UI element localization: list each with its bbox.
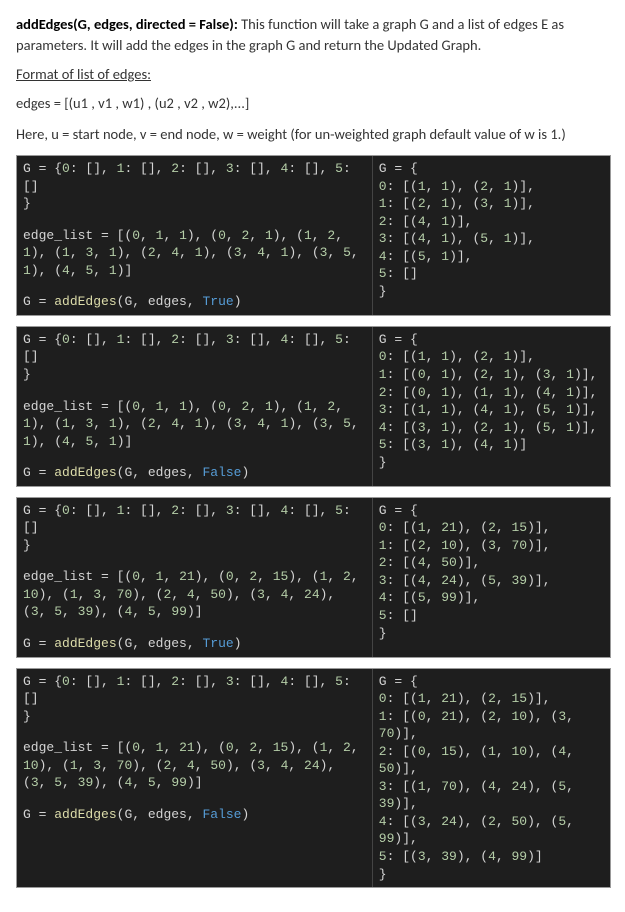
code-call: G = addEdges(G, edges, False) bbox=[17, 796, 372, 828]
code-edge-list: edge_list = [(0, 1, 21), (0, 2, 15), (1,… bbox=[17, 558, 372, 625]
code-edge-list: edge_list = [(0, 1, 21), (0, 2, 15), (1,… bbox=[17, 729, 372, 796]
code-call: G = addEdges(G, edges, True) bbox=[17, 283, 372, 315]
code-g-init: G = {0: [], 1: [], 2: [], 3: [], 4: [], … bbox=[17, 156, 372, 217]
code-call: G = addEdges(G, edges, False) bbox=[17, 454, 372, 486]
function-signature: addEdges(G, edges, directed = False): bbox=[16, 15, 238, 33]
code-call: G = addEdges(G, edges, True) bbox=[17, 625, 372, 657]
code-result: G = { 0: [(1, 21), (2, 15)], 1: [(0, 21)… bbox=[373, 669, 610, 888]
format-heading: Format of list of edges: bbox=[16, 64, 609, 85]
example-block-1: G = {0: [], 1: [], 2: [], 3: [], 4: [], … bbox=[16, 155, 611, 316]
code-g-init: G = {0: [], 1: [], 2: [], 3: [], 4: [], … bbox=[17, 327, 372, 388]
code-g-init: G = {0: [], 1: [], 2: [], 3: [], 4: [], … bbox=[17, 669, 372, 730]
example-block-4: G = {0: [], 1: [], 2: [], 3: [], 4: [], … bbox=[16, 668, 611, 889]
code-edge-list: edge_list = [(0, 1, 1), (0, 2, 1), (1, 2… bbox=[17, 388, 372, 455]
function-signature-line: addEdges(G, edges, directed = False): Th… bbox=[16, 14, 609, 56]
code-result: G = { 0: [(1, 21), (2, 15)], 1: [(2, 10)… bbox=[373, 498, 610, 646]
code-edge-list: edge_list = [(0, 1, 1), (0, 2, 1), (1, 2… bbox=[17, 217, 372, 284]
example-block-3: G = {0: [], 1: [], 2: [], 3: [], 4: [], … bbox=[16, 497, 611, 658]
example-block-2: G = {0: [], 1: [], 2: [], 3: [], 4: [], … bbox=[16, 326, 611, 487]
format-explanation: Here, u = start node, v = end node, w = … bbox=[16, 124, 609, 145]
edges-format-example: edges = [(u1 , v1 , w1) , (u2 , v2 , w2)… bbox=[16, 93, 609, 114]
code-result: G = { 0: [(1, 1), (2, 1)], 1: [(2, 1), (… bbox=[373, 156, 610, 304]
code-result: G = { 0: [(1, 1), (2, 1)], 1: [(0, 1), (… bbox=[373, 327, 610, 475]
code-g-init: G = {0: [], 1: [], 2: [], 3: [], 4: [], … bbox=[17, 498, 372, 559]
